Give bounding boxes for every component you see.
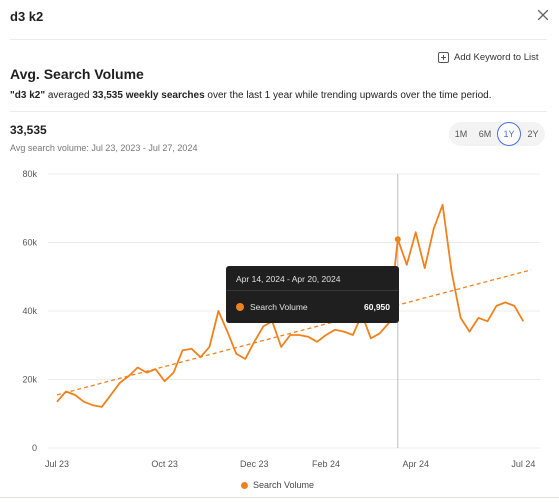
y-tick-label: 20k bbox=[22, 375, 37, 385]
x-tick-label: Jul 23 bbox=[45, 459, 69, 469]
tooltip-series-dot bbox=[236, 303, 244, 311]
summary-value: 33,535 weekly searches bbox=[92, 90, 205, 101]
x-tick-label: Apr 24 bbox=[402, 459, 429, 469]
hover-point bbox=[394, 236, 401, 243]
section-title: Avg. Search Volume bbox=[10, 66, 144, 82]
tooltip-divider bbox=[226, 290, 399, 291]
summary-text: "d3 k2" averaged 33,535 weekly searches … bbox=[10, 90, 491, 101]
legend-label: Search Volume bbox=[253, 480, 315, 490]
summary-averaged: averaged bbox=[45, 90, 93, 101]
range-1m-button[interactable]: 1M bbox=[454, 129, 468, 139]
range-1y-button[interactable]: 1Y bbox=[497, 122, 521, 146]
summary-tail: over the last 1 year while trending upwa… bbox=[204, 90, 492, 101]
x-tick-label: Dec 23 bbox=[240, 459, 269, 469]
close-icon bbox=[537, 9, 549, 21]
x-tick-label: Feb 24 bbox=[312, 459, 340, 469]
y-tick-label: 40k bbox=[22, 306, 37, 316]
summary-divider bbox=[10, 111, 547, 112]
summary-keyword: "d3 k2" bbox=[10, 90, 46, 101]
panel-title: d3 k2 bbox=[10, 9, 44, 24]
tooltip-series-label: Search Volume bbox=[250, 302, 308, 312]
x-tick-label: Oct 23 bbox=[151, 459, 178, 469]
header-divider bbox=[10, 39, 547, 40]
add-keyword-label: Add Keyword to List bbox=[454, 51, 539, 63]
chart-tooltip: Apr 14, 2024 - Apr 20, 2024 Search Volum… bbox=[226, 266, 399, 323]
panel-header: d3 k2 bbox=[0, 0, 559, 40]
tooltip-date: Apr 14, 2024 - Apr 20, 2024 bbox=[236, 274, 341, 284]
range-selector: 1M 6M 1Y 2Y bbox=[449, 122, 545, 146]
y-tick-label: 80k bbox=[22, 169, 37, 179]
search-volume-line[interactable] bbox=[56, 203, 525, 408]
plus-square-icon bbox=[438, 51, 449, 63]
x-tick-label: Jul 24 bbox=[511, 459, 535, 469]
close-button[interactable] bbox=[534, 6, 552, 24]
trend-line bbox=[56, 269, 532, 396]
y-tick-label: 0 bbox=[32, 443, 37, 453]
bottom-divider bbox=[0, 497, 559, 498]
range-6m-button[interactable]: 6M bbox=[478, 129, 492, 139]
chart-legend[interactable]: Search Volume bbox=[241, 479, 314, 491]
average-value: 33,535 bbox=[10, 123, 47, 137]
y-tick-label: 60k bbox=[22, 238, 37, 248]
add-keyword-button[interactable]: Add Keyword to List bbox=[438, 50, 539, 64]
tooltip-value: 60,950 bbox=[364, 302, 390, 312]
date-range-label: Avg search volume: Jul 23, 2023 - Jul 27… bbox=[10, 143, 198, 153]
range-2y-button[interactable]: 2Y bbox=[527, 129, 539, 139]
legend-dot bbox=[241, 481, 248, 489]
